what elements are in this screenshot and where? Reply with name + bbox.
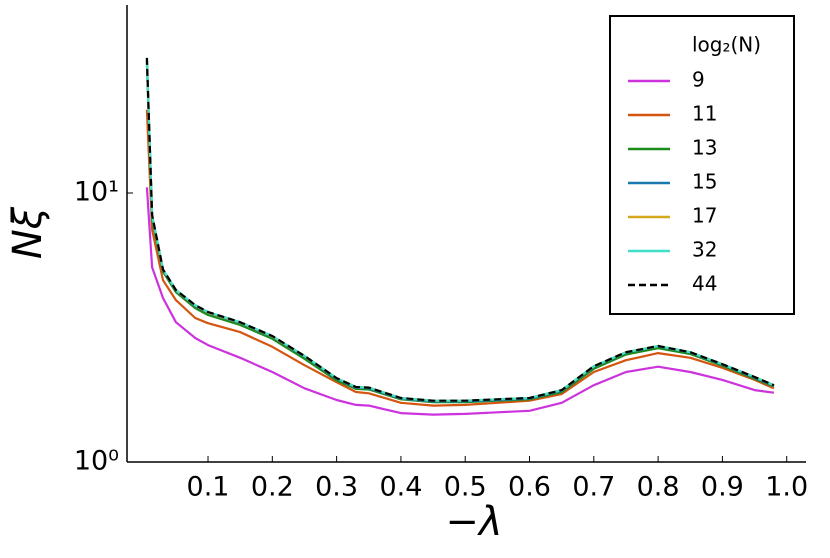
x-tick-label: 1.0 — [765, 472, 808, 503]
x-tick-label: 0.8 — [637, 472, 680, 503]
legend-label: 44 — [692, 272, 717, 296]
y-tick-label: 10¹ — [74, 177, 119, 208]
x-tick-label: 0.4 — [379, 472, 422, 503]
x-tick-label: 0.6 — [508, 472, 551, 503]
x-axis-label: −λ — [445, 499, 502, 545]
x-tick-label: 0.5 — [444, 472, 487, 503]
legend-title: log₂(N) — [692, 33, 761, 57]
x-tick-label: 0.2 — [251, 472, 294, 503]
legend-label: 9 — [692, 68, 705, 92]
legend-label: 17 — [692, 204, 717, 228]
y-tick-label: 10⁰ — [74, 446, 119, 477]
line-series — [145, 187, 775, 416]
x-tick-label: 0.7 — [572, 472, 615, 503]
legend-label: 11 — [692, 102, 717, 126]
x-tick-label: 0.9 — [701, 472, 744, 503]
legend-label: 32 — [692, 238, 717, 262]
legend-label: 13 — [692, 136, 717, 160]
legend-label: 15 — [692, 170, 717, 194]
line-series — [145, 109, 775, 407]
x-tick-label: 0.1 — [187, 472, 230, 503]
x-tick-label: 0.3 — [315, 472, 358, 503]
y-axis-label: Nξ — [5, 206, 51, 259]
line-series — [145, 57, 775, 402]
legend-box — [609, 15, 795, 315]
